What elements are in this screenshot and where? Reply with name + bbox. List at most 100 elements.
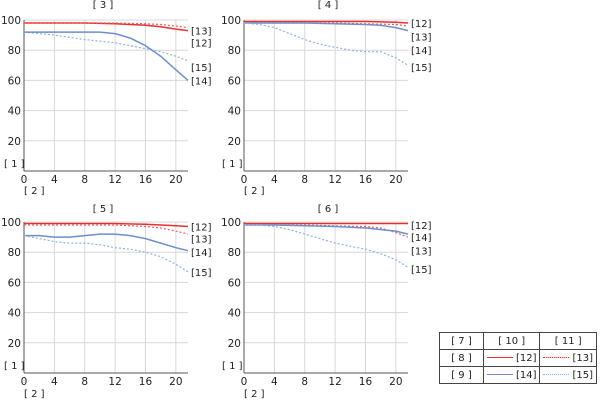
x-tick-label: 4	[51, 376, 58, 388]
x-tick-label: 16	[139, 174, 153, 186]
y-axis-label: [ 1 ]	[4, 361, 25, 372]
series-line	[23, 31, 189, 62]
legend-column-header: [ 11 ]	[539, 332, 597, 350]
y-tick-label: 40	[228, 308, 241, 320]
series-end-label: [13]	[411, 247, 432, 258]
series-line	[24, 222, 189, 228]
x-tick-label: 12	[108, 376, 121, 388]
legend-entry-label: [13]	[572, 352, 593, 364]
legend-cell: [13]	[539, 349, 597, 367]
legend-cell: [12]	[482, 349, 541, 367]
series-end-label: [13]	[411, 33, 432, 44]
y-tick-label: 100	[1, 217, 21, 229]
x-tick-label: 4	[271, 174, 278, 186]
series-end-label: [13]	[191, 27, 212, 38]
x-tick-label: 20	[169, 174, 182, 186]
series-end-label: [12]	[411, 19, 432, 30]
y-axis-label: [ 1 ]	[222, 361, 243, 372]
x-tick-label: 12	[328, 174, 341, 186]
y-tick-label: 60	[8, 277, 21, 289]
y-tick-label: 20	[228, 136, 241, 148]
chart-title: [ 3 ]	[93, 0, 114, 11]
y-axis-label: [ 1 ]	[222, 159, 243, 170]
legend-corner-cell: [ 7 ]	[439, 332, 484, 350]
x-tick-label: 8	[81, 376, 88, 388]
series-end-label: [13]	[191, 235, 212, 246]
legend-column-header: [ 10 ]	[482, 332, 541, 350]
legend-header-row: [ 7 ] [ 10 ] [ 11 ]	[439, 332, 597, 350]
red-dotted-swatch	[543, 357, 570, 358]
x-axis-label: [ 2 ]	[244, 186, 265, 197]
blue-dotted-swatch	[543, 374, 570, 375]
y-tick-label: 40	[8, 308, 21, 320]
series-end-label: [14]	[191, 248, 212, 259]
legend-row: [ 9 ] [14] [15]	[439, 366, 597, 384]
series-line	[244, 22, 409, 32]
legend-table: [ 7 ] [ 10 ] [ 11 ] [ 8 ] [12] [13] [ 9 …	[439, 332, 597, 384]
x-tick-label: 0	[21, 174, 28, 186]
x-tick-label: 16	[139, 376, 153, 388]
y-tick-label: 80	[8, 45, 21, 57]
x-tick-label: 8	[301, 376, 308, 388]
x-tick-label: 8	[81, 174, 88, 186]
legend-row: [ 8 ] [12] [13]	[439, 349, 597, 367]
x-tick-label: 4	[271, 376, 278, 388]
y-tick-label: 80	[228, 247, 241, 259]
y-tick-label: 20	[8, 338, 21, 350]
x-tick-label: 0	[241, 174, 248, 186]
chart-title: [ 4 ]	[318, 0, 339, 11]
x-tick-label: 16	[359, 376, 373, 388]
red-solid-swatch	[486, 357, 513, 358]
series-line	[24, 224, 189, 235]
series-line	[244, 224, 409, 268]
series-line	[24, 22, 189, 29]
y-tick-label: 60	[8, 75, 21, 87]
x-tick-label: 20	[389, 174, 402, 186]
y-axis-label: [ 1 ]	[4, 159, 25, 170]
series-line	[243, 22, 409, 66]
x-axis-label: [ 2 ]	[24, 186, 45, 197]
series-end-label: [15]	[411, 265, 432, 276]
x-axis-label: [ 2 ]	[244, 389, 265, 400]
series-end-label: [14]	[191, 76, 212, 87]
series-end-label: [12]	[191, 39, 212, 50]
y-tick-label: 100	[221, 15, 241, 27]
y-tick-label: 60	[228, 277, 241, 289]
legend-entry-label: [14]	[515, 369, 537, 381]
series-end-label: [14]	[411, 233, 432, 244]
x-tick-label: 12	[108, 174, 121, 186]
y-tick-label: 40	[8, 106, 21, 118]
series-end-label: [15]	[191, 63, 212, 74]
y-tick-label: 80	[8, 247, 21, 259]
series-end-label: [12]	[411, 221, 432, 232]
series-line	[24, 31, 189, 81]
series-end-label: [12]	[191, 223, 212, 234]
series-end-label: [14]	[411, 46, 432, 57]
y-tick-label: 20	[228, 338, 241, 350]
y-tick-label: 40	[228, 106, 241, 118]
y-tick-label: 100	[221, 217, 241, 229]
x-tick-label: 0	[21, 376, 28, 388]
chart-title: [ 5 ]	[93, 204, 114, 215]
series-line	[244, 20, 409, 24]
y-tick-label: 100	[1, 15, 21, 27]
series-end-label: [15]	[411, 63, 432, 74]
y-tick-label: 20	[8, 136, 21, 148]
x-tick-label: 12	[328, 376, 341, 388]
x-tick-label: 20	[389, 376, 402, 388]
x-tick-label: 8	[301, 174, 308, 186]
y-tick-label: 60	[228, 75, 241, 87]
x-tick-label: 20	[169, 376, 182, 388]
x-tick-label: 4	[51, 174, 58, 186]
y-tick-label: 80	[228, 45, 241, 57]
legend-row-label: [ 8 ]	[439, 349, 484, 367]
legend-cell: [14]	[482, 366, 541, 384]
legend-entry-label: [15]	[572, 369, 593, 381]
series-line	[24, 22, 189, 32]
series-end-label: [15]	[191, 268, 212, 279]
x-tick-label: 0	[241, 376, 248, 388]
legend-cell: [15]	[539, 366, 597, 384]
blue-solid-swatch	[486, 374, 513, 375]
legend-entry-label: [12]	[515, 352, 537, 364]
